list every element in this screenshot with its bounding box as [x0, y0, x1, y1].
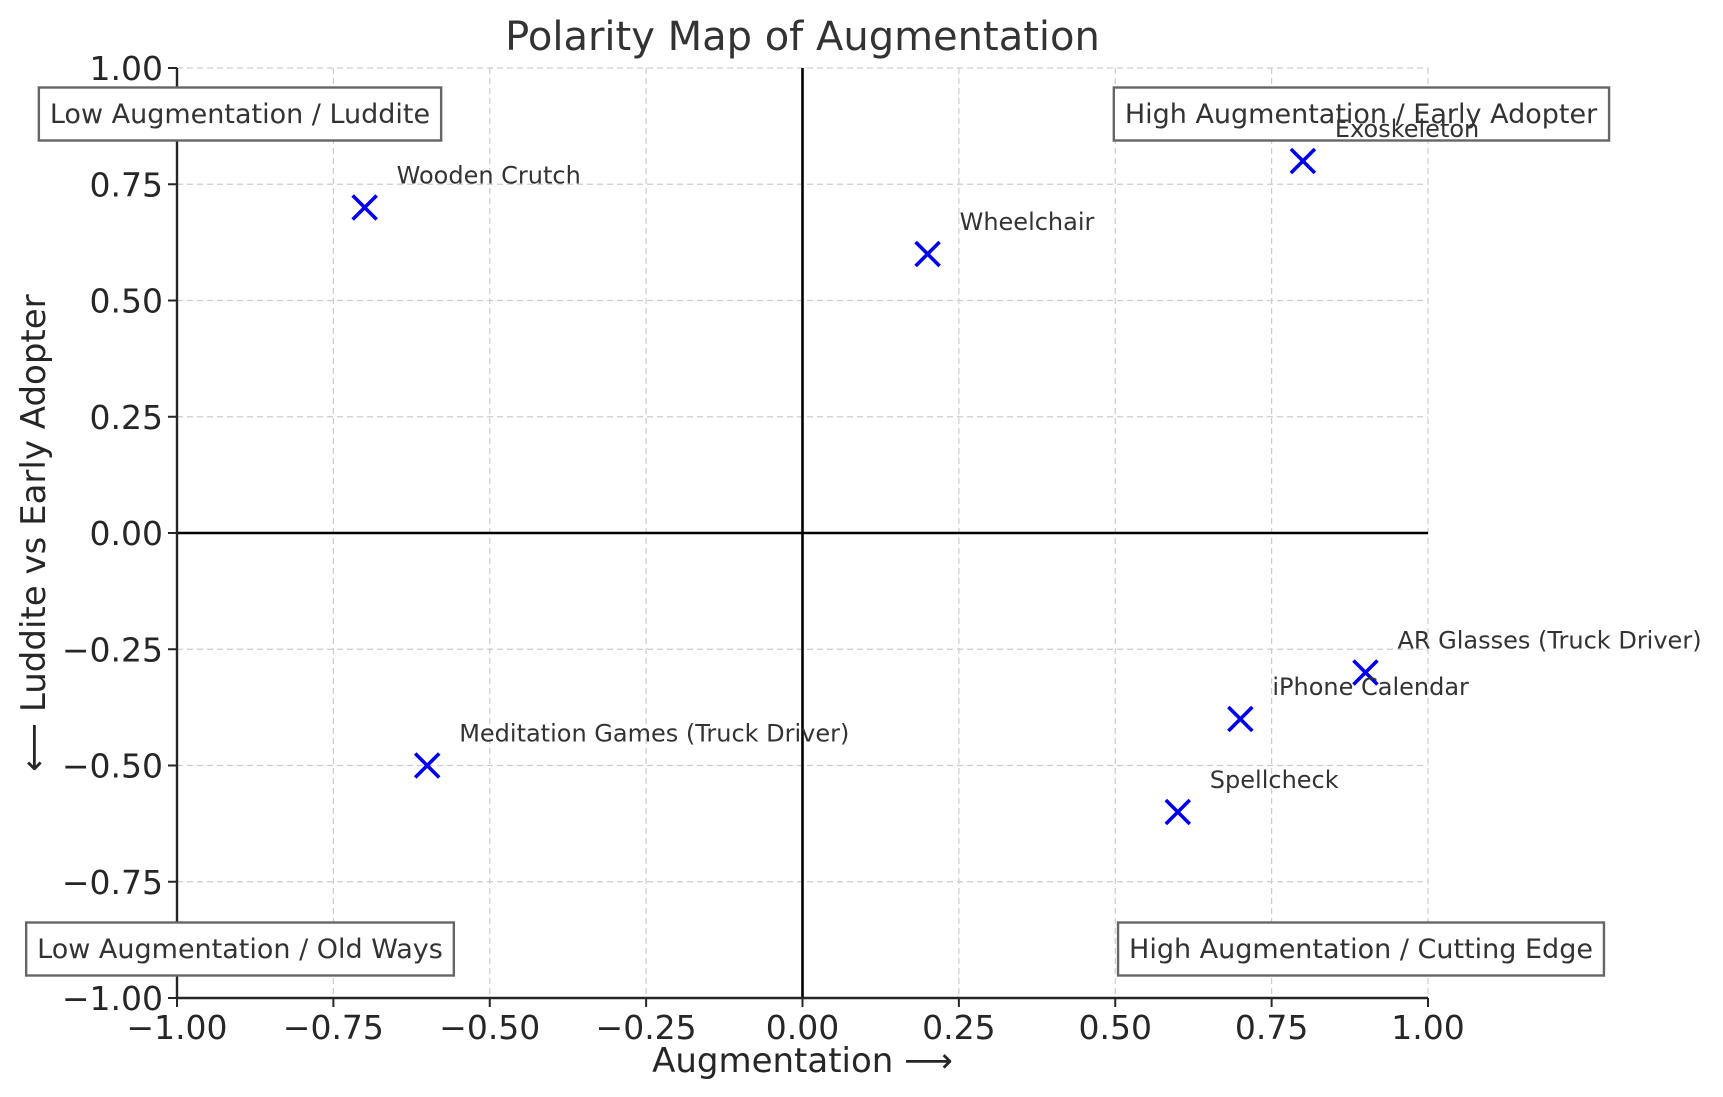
y-tick-label: 0.25 [90, 398, 163, 437]
point-label: Exoskeleton [1335, 115, 1479, 143]
x-tick-label: 0.50 [1079, 1008, 1152, 1047]
quadrant-label-bottom-right: High Augmentation / Cutting Edge [1116, 921, 1606, 977]
y-tick-label: −1.00 [62, 979, 163, 1018]
y-tick-label: −0.50 [62, 747, 163, 786]
y-axis-label: ⟵ Luddite vs Early Adopter [14, 294, 54, 771]
quadrant-box [24, 921, 456, 977]
quadrant-box [37, 86, 443, 142]
quadrant-text: High Augmentation / Early Adopter [1125, 99, 1598, 130]
x-tick-label: −0.75 [283, 1008, 384, 1047]
y-tick-label: 0.00 [90, 514, 163, 553]
point-label: AR Glasses (Truck Driver) [1397, 627, 1701, 655]
zero-lines [177, 68, 1428, 998]
x-tick-label: 0.25 [922, 1008, 995, 1047]
point-marker-stroke [351, 194, 378, 221]
data-point: Wheelchair [914, 208, 1095, 268]
data-point: Meditation Games (Truck Driver) [413, 720, 849, 779]
y-tick-label: 0.75 [90, 165, 163, 204]
data-point: Wooden Crutch [351, 162, 581, 221]
point-label: Spellcheck [1210, 766, 1339, 794]
x-tick-label: 1.00 [1391, 1008, 1464, 1047]
y-tick-label: 1.00 [90, 49, 163, 88]
y-tick-label: −0.25 [62, 630, 163, 669]
x-tick-label: −0.25 [596, 1008, 697, 1047]
quadrant-label-top-left: Low Augmentation / Luddite [37, 86, 443, 142]
quadrant-box [1112, 86, 1611, 142]
point-marker-stroke [1227, 705, 1254, 733]
quadrant-labels: Low Augmentation / Luddite High Augmentat… [24, 86, 1611, 977]
point-label: Meditation Games (Truck Driver) [459, 720, 849, 748]
point-label: Wooden Crutch [397, 162, 581, 190]
quadrant-text: High Augmentation / Cutting Edge [1129, 934, 1593, 965]
quadrant-label-top-right: High Augmentation / Early Adopter [1112, 86, 1611, 142]
x-tick-label: −1.00 [126, 1008, 227, 1047]
data-point: Spellcheck [1164, 766, 1339, 826]
point-marker-stroke [1289, 147, 1317, 175]
x-tick-label: −0.50 [439, 1008, 540, 1047]
quadrant-box [1116, 921, 1606, 977]
chart-title: Polarity Map of Augmentation [505, 14, 1100, 60]
point-marker-stroke [413, 752, 441, 779]
quadrant-text: Low Augmentation / Luddite [50, 99, 430, 130]
quadrant-label-bottom-left: Low Augmentation / Old Ways [24, 921, 456, 977]
point-marker-stroke [1164, 798, 1192, 826]
x-tick-label: 0.00 [766, 1008, 839, 1047]
data-point: AR Glasses (Truck Driver) [1352, 627, 1702, 686]
data-point: iPhone Calendar [1227, 673, 1469, 733]
point-marker-stroke [1352, 659, 1379, 686]
point-label: Wheelchair [960, 208, 1095, 236]
data-points: Wooden Crutch Wheelchair Exoskeleton Medita… [351, 115, 1702, 826]
point-marker-stroke [914, 240, 941, 268]
point-label: iPhone Calendar [1272, 673, 1469, 701]
y-tick-label: 0.50 [90, 282, 163, 321]
x-tick-label: 0.75 [1235, 1008, 1308, 1047]
x-axis-label: Augmentation ⟶ [652, 1041, 953, 1081]
quadrant-text: Low Augmentation / Old Ways [37, 934, 443, 965]
y-tick-label: −0.75 [62, 863, 163, 902]
data-point: Exoskeleton [1289, 115, 1479, 175]
axis-ticks: −1.00 −0.75 −0.50 −0.25 0.00 0.25 0.50 0.75 1.00… [62, 49, 1465, 1047]
